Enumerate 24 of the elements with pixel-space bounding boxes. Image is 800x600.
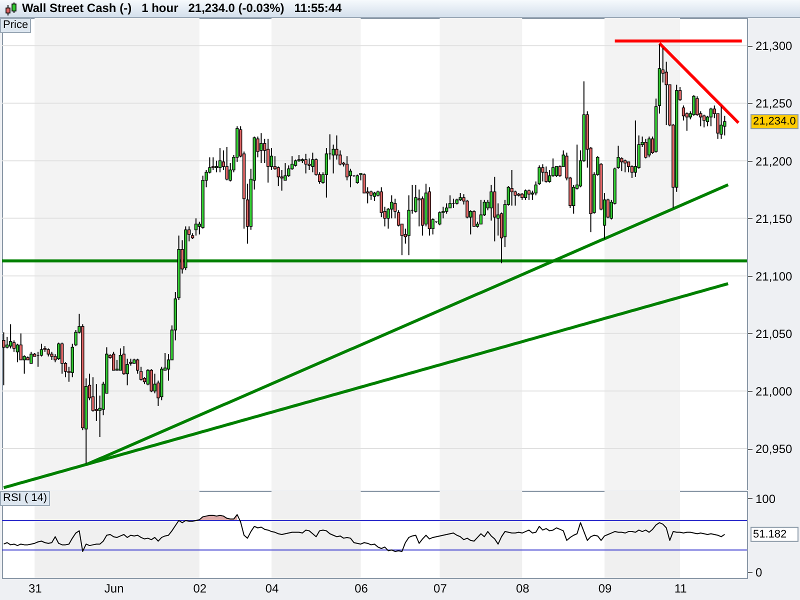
x-tick-label: 07 <box>434 582 448 596</box>
y-tick-label: 20,950 <box>756 442 793 456</box>
y-axis-title: RSI ( 14) <box>0 491 50 506</box>
x-tick-label: 08 <box>516 582 530 596</box>
y-tick-label: 21,300 <box>756 39 793 54</box>
x-tick-label: 02 <box>193 582 207 596</box>
text: 21,234.0 <box>753 116 796 128</box>
y-tick-label: 21,250 <box>756 96 793 111</box>
text: 51.182 <box>753 528 787 540</box>
y-tick-label: 21,150 <box>756 212 793 226</box>
y-tick-label: 21,100 <box>756 269 793 284</box>
y-tick-label: 0 <box>756 566 762 580</box>
x-tick-label: Jun <box>104 582 124 596</box>
x-tick-label: 04 <box>265 582 279 596</box>
y-tick-label: 100 <box>756 492 776 506</box>
y-tick-label: 21,050 <box>756 326 793 341</box>
x-tick-label: 11 <box>674 582 688 596</box>
x-tick-label: 06 <box>354 582 368 596</box>
y-tick-label: 21,000 <box>756 384 793 398</box>
x-tick-label: 09 <box>598 582 612 596</box>
y-tick-label: 21,200 <box>756 154 793 168</box>
y-axis-title: Price <box>0 18 32 33</box>
x-tick-label: 31 <box>28 582 42 596</box>
chart-title: Wall Street Cash (-) 1 hour 21,234.0 (-0.03%) 11:55:44 <box>22 0 342 17</box>
